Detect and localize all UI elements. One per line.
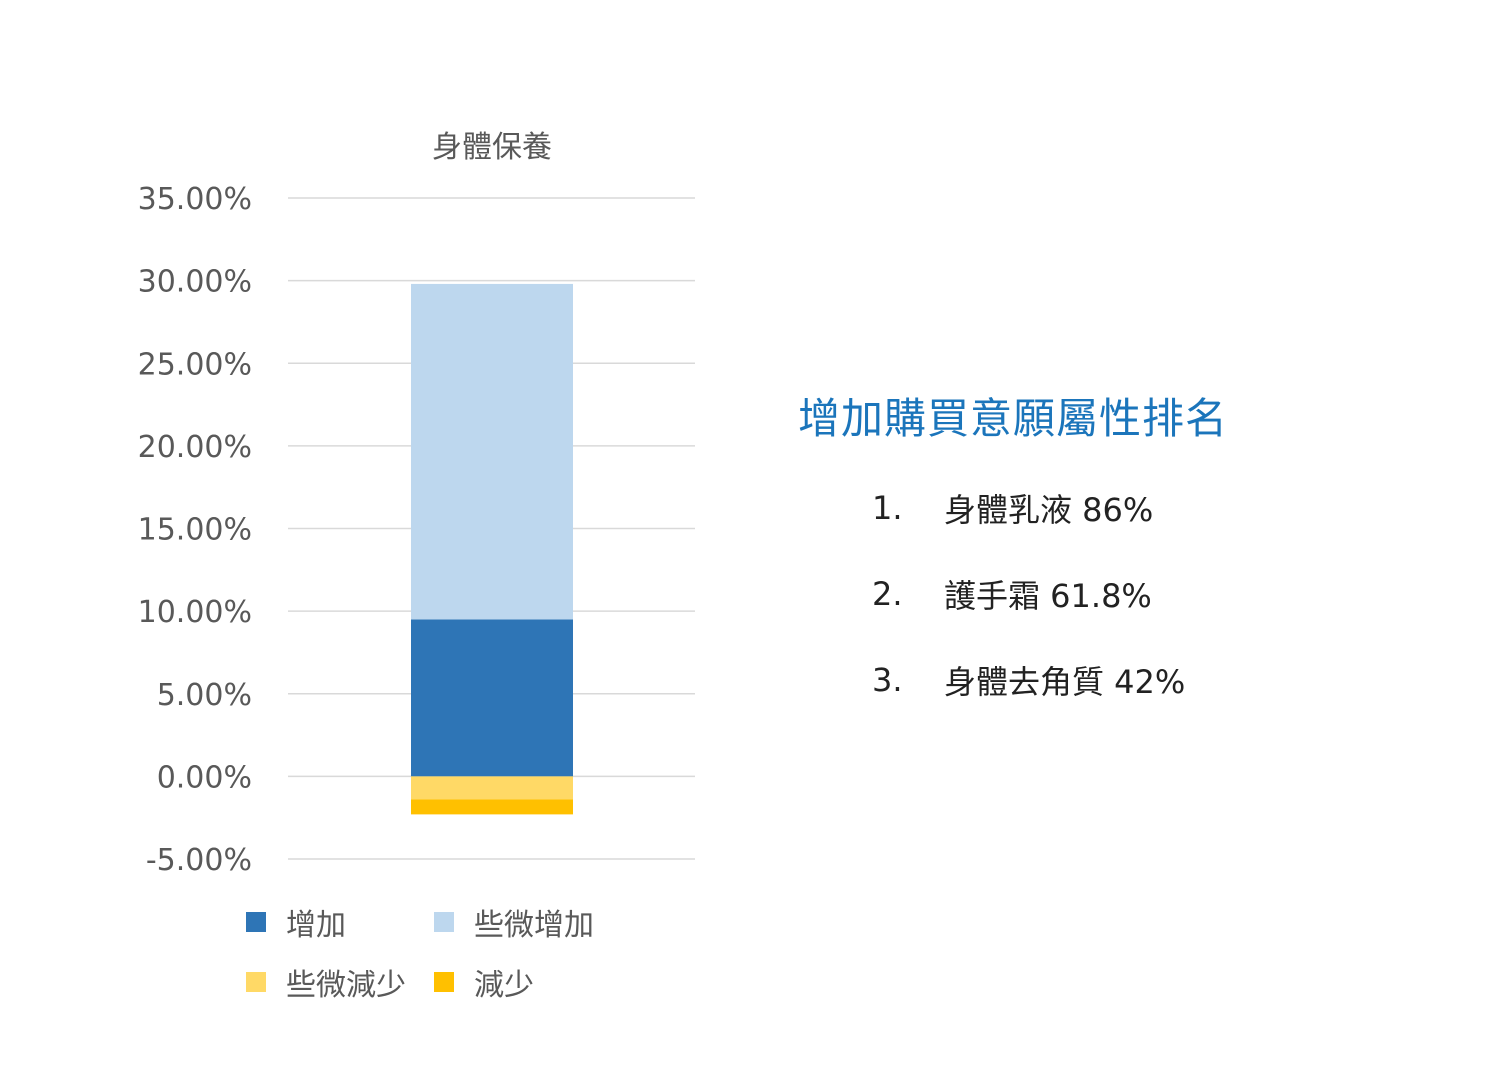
legend-label-slight-decrease: 些微減少 — [286, 968, 406, 1003]
legend-label-decrease: 減少 — [474, 968, 534, 1003]
ranking-item: 2. 護手霜 61.8% — [872, 551, 1432, 637]
ranking-item: 3. 身體去角質 42% — [872, 637, 1432, 723]
ranking-number: 3. — [872, 661, 903, 699]
ranking-number: 1. — [872, 489, 903, 527]
chart-title: 身體保養 — [432, 130, 552, 165]
y-tick-label: 0.00% — [157, 760, 252, 795]
bar-segment — [411, 283, 573, 620]
y-tick-label: 30.00% — [138, 265, 252, 300]
legend-item-decrease: 減少 — [434, 960, 534, 1004]
bar-segment — [411, 776, 573, 800]
legend-swatch-increase — [246, 912, 266, 932]
bar-segment — [411, 799, 573, 815]
legend-swatch-slight-decrease — [246, 972, 266, 992]
ranking-number: 2. — [872, 575, 903, 613]
bar-segment — [411, 619, 573, 777]
ranking-list: 1. 身體乳液 86% 2. 護手霜 61.8% 3. 身體去角質 42% — [872, 485, 1432, 723]
y-tick-label: 10.00% — [138, 595, 252, 630]
ranking-text: 護手霜 61.8% — [944, 577, 1152, 615]
legend-item-increase: 增加 — [246, 900, 346, 944]
y-tick-label: 5.00% — [157, 678, 252, 713]
ranking-text: 身體乳液 86% — [944, 491, 1154, 529]
ranking-title: 增加購買意願屬性排名 — [798, 394, 1229, 443]
y-tick-label: 15.00% — [138, 513, 252, 548]
y-tick-label: 25.00% — [138, 347, 252, 382]
legend-swatch-slight-increase — [434, 912, 454, 932]
legend-item-slight-increase: 些微增加 — [434, 900, 594, 944]
y-tick-label: 20.00% — [138, 430, 252, 465]
ranking-item: 1. 身體乳液 86% — [872, 465, 1432, 551]
legend-item-slight-decrease: 些微減少 — [246, 960, 406, 1004]
y-tick-label: 35.00% — [138, 182, 252, 217]
y-tick-label: -5.00% — [146, 843, 252, 878]
ranking-panel: 增加購買意願屬性排名 1. 身體乳液 86% 2. 護手霜 61.8% 3. 身… — [798, 385, 1438, 701]
legend-label-increase: 增加 — [286, 908, 346, 943]
legend-swatch-decrease — [434, 972, 454, 992]
ranking-text: 身體去角質 42% — [944, 663, 1186, 701]
legend-label-slight-increase: 些微增加 — [474, 908, 594, 943]
